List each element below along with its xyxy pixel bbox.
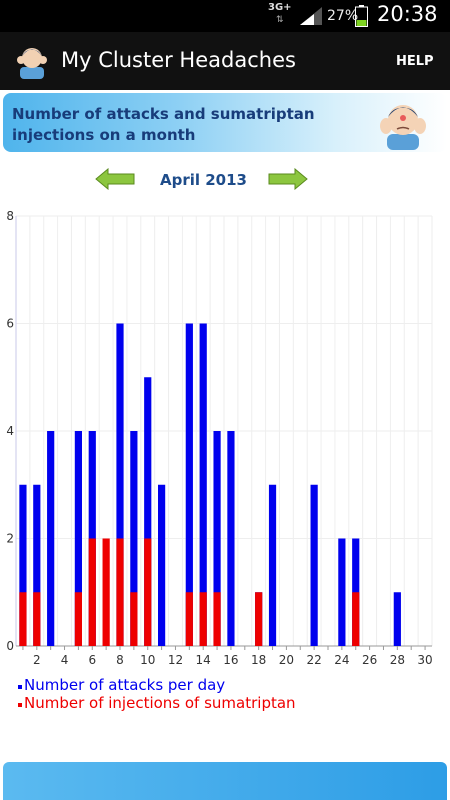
bottom-bar: [3, 762, 447, 800]
bar-attacks: [227, 431, 235, 646]
legend-label-injections: Number of injections of sumatriptan: [24, 694, 296, 712]
y-tick-label: 0: [6, 639, 14, 653]
bar-injections: [255, 592, 263, 646]
battery-percent: 27%: [327, 8, 359, 24]
legend-item-attacks: Number of attacks per day: [18, 676, 296, 694]
x-tick-label: 28: [390, 653, 405, 667]
bar-injections: [213, 592, 221, 646]
signal-icon: [300, 7, 322, 25]
x-tick-label: 10: [140, 653, 155, 667]
bar-injections: [19, 592, 27, 646]
bar-injections: [116, 538, 124, 646]
x-tick-label: 30: [417, 653, 432, 667]
bar-attacks: [185, 323, 193, 646]
network-type: 3G+: [268, 2, 292, 13]
bar-injections: [144, 538, 152, 646]
bar-injections: [185, 592, 193, 646]
y-tick-label: 4: [6, 424, 14, 438]
chart-title-banner: Number of attacks and sumatriptan inject…: [3, 93, 447, 152]
banner-title-line1: Number of attacks and sumatriptan: [12, 105, 315, 123]
bar-attacks: [116, 323, 124, 646]
bar-attacks: [338, 538, 346, 646]
x-tick-label: 4: [61, 653, 69, 667]
status-bar: 3G+ ⇅ 27% 20:38: [0, 0, 450, 32]
chart-legend: Number of attacks per day Number of inje…: [18, 676, 296, 712]
legend-item-injections: Number of injections of sumatriptan: [18, 694, 296, 712]
clock: 20:38: [377, 2, 438, 26]
x-tick-label: 14: [196, 653, 211, 667]
previous-month-arrow-icon[interactable]: [95, 168, 135, 190]
bar-injections: [130, 592, 138, 646]
bar-attacks: [268, 484, 277, 646]
y-tick-label: 6: [6, 317, 14, 331]
bar-injections: [33, 592, 41, 646]
bar-injections: [88, 538, 96, 646]
bar-attacks: [310, 484, 318, 646]
bar-attacks: [130, 431, 138, 646]
bar-attacks: [144, 377, 152, 646]
bar-attacks: [158, 484, 166, 646]
x-tick-label: 18: [251, 653, 266, 667]
bar-attacks: [33, 484, 41, 646]
app-title: My Cluster Headaches: [61, 48, 296, 72]
legend-swatch-injections: [18, 703, 22, 707]
y-tick-label: 8: [6, 209, 14, 223]
legend-label-attacks: Number of attacks per day: [24, 676, 226, 694]
bar-attacks: [199, 323, 207, 646]
bar-injections: [74, 592, 82, 646]
data-activity-icon: ⇅: [276, 15, 284, 25]
banner-title-line2: injections on a month: [12, 126, 196, 144]
next-month-arrow-icon[interactable]: [268, 168, 308, 190]
x-tick-label: 8: [116, 653, 124, 667]
bar-attacks: [19, 484, 27, 646]
battery-icon: [355, 5, 368, 27]
headache-person-icon: [380, 105, 426, 150]
app-bar: My Cluster Headaches HELP: [0, 32, 450, 90]
bar-injections: [102, 538, 110, 646]
app-logo-icon: [17, 48, 47, 79]
x-tick-label: 2: [33, 653, 41, 667]
x-tick-label: 22: [306, 653, 321, 667]
bar-injections: [199, 592, 207, 646]
bar-injections: [352, 592, 360, 646]
x-tick-label: 20: [279, 653, 294, 667]
x-tick-label: 6: [88, 653, 96, 667]
bar-attacks: [47, 431, 55, 646]
bar-attacks: [213, 431, 221, 646]
legend-swatch-attacks: [18, 685, 22, 689]
month-navigation: April 2013: [0, 168, 450, 194]
x-tick-label: 24: [334, 653, 349, 667]
bar-attacks: [74, 431, 82, 646]
month-label: April 2013: [160, 171, 247, 189]
help-button[interactable]: HELP: [396, 54, 434, 69]
y-tick-label: 2: [6, 532, 14, 546]
x-tick-label: 26: [362, 653, 377, 667]
x-tick-label: 12: [168, 653, 183, 667]
bar-attacks: [393, 592, 401, 646]
x-tick-label: 16: [223, 653, 238, 667]
